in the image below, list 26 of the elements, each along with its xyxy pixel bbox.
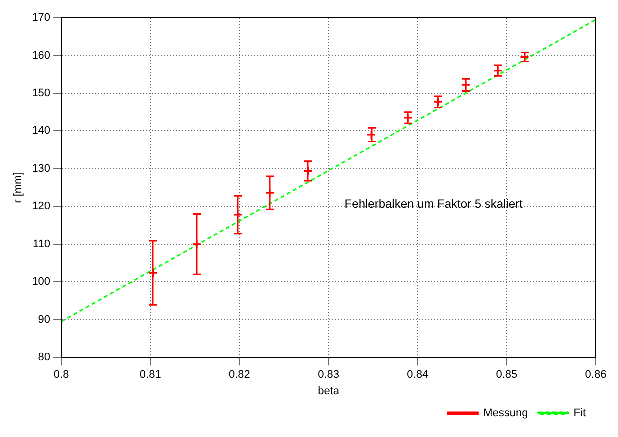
point (233, 210, 243, 220)
y-tick-label: 90 (38, 314, 51, 326)
legend-label: Fit (574, 408, 586, 420)
y-tick-label: 110 (33, 238, 51, 250)
y-tick-label: 160 (32, 50, 51, 62)
x-tick-label: 0.86 (585, 369, 607, 382)
x-tick-label: 0.84 (407, 369, 429, 382)
x-tick-label: 0.82 (228, 369, 250, 382)
y-tick-label: 140 (32, 125, 51, 138)
legend-label: Messung (484, 408, 528, 420)
annotation: Fehlerbalken um Faktor 5 skaliert (344, 197, 524, 212)
x-axis-title: beta (318, 385, 340, 398)
y-tick-label: 150 (32, 88, 51, 100)
point (366, 130, 376, 140)
y-tick-label: 120 (32, 200, 51, 213)
x-tick-label: 0.85 (496, 369, 518, 382)
x-tick-label: 0.8 (54, 369, 70, 382)
y-tick-label: 170 (32, 12, 51, 24)
x-tick-label: 0.83 (318, 369, 340, 382)
y-axis-title: r [mm] (12, 172, 25, 204)
point (192, 240, 202, 250)
point (265, 188, 275, 198)
y-tick-label: 130 (32, 162, 51, 175)
y-tick-label: 100 (32, 276, 51, 288)
y-tick-label: 80 (38, 352, 51, 364)
x-tick-label: 0.81 (140, 369, 162, 382)
